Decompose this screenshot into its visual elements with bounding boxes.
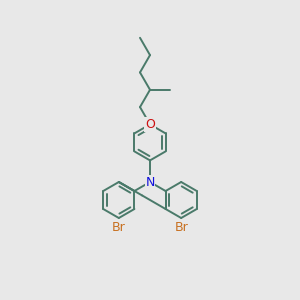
Text: N: N xyxy=(145,176,155,188)
Text: Br: Br xyxy=(174,221,188,234)
Text: O: O xyxy=(145,118,155,131)
Text: Br: Br xyxy=(112,221,126,234)
